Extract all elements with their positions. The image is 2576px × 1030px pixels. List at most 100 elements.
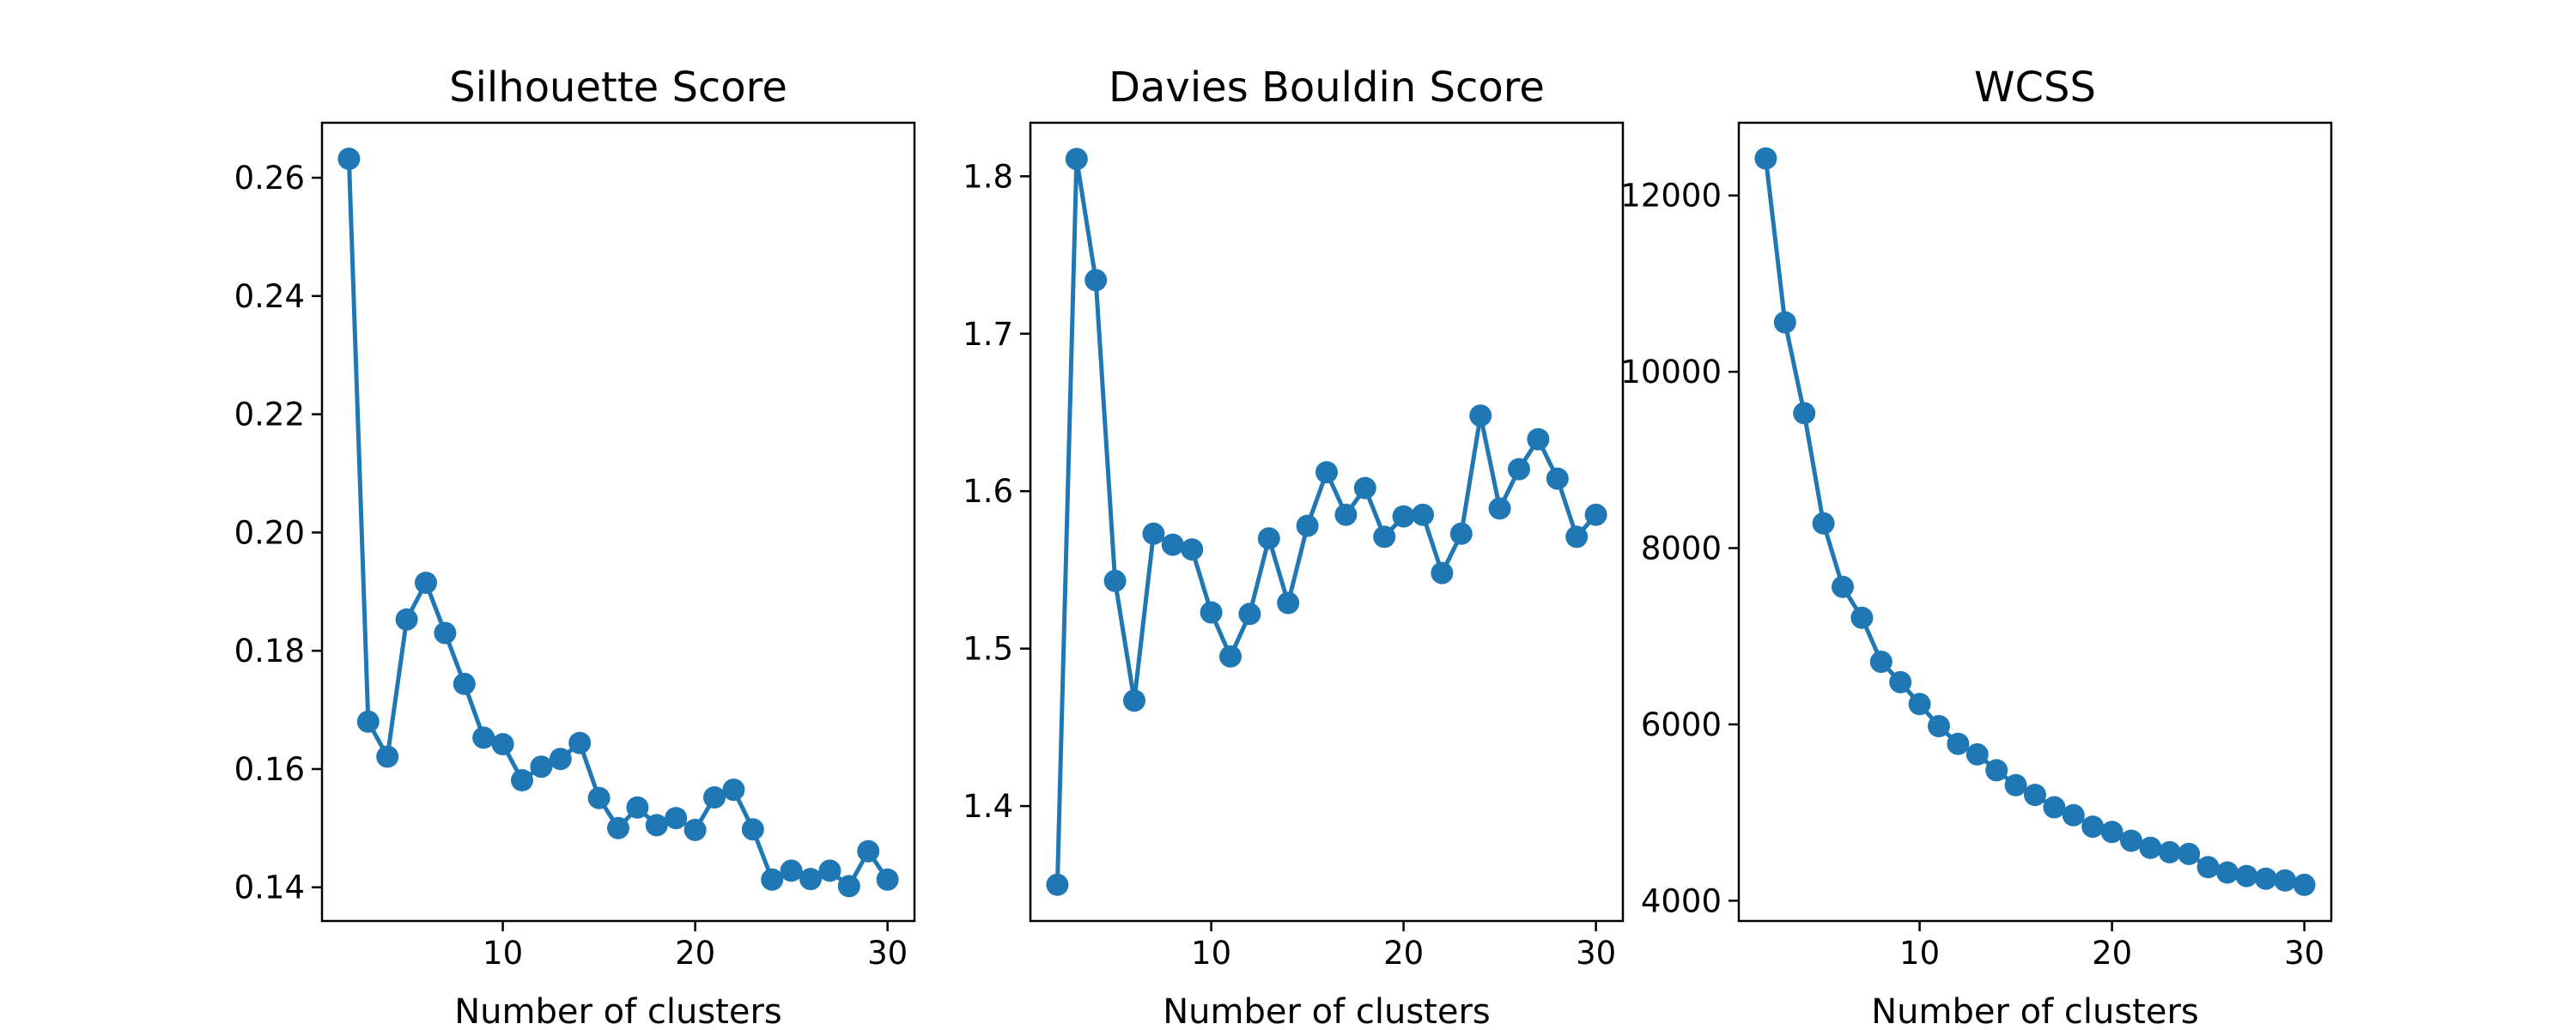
wcss-y-tick-label: 8000	[1641, 530, 1722, 567]
wcss-data-point	[1965, 742, 1989, 766]
davies-bouldin-data-point	[1449, 522, 1473, 545]
wcss-data-point	[2178, 842, 2201, 865]
wcss-data-point	[2004, 773, 2027, 797]
davies-bouldin-y-tick-label: 1.7	[963, 316, 1013, 353]
davies-bouldin-xlabel: Number of clusters	[1163, 992, 1491, 1030]
subplot-silhouette: Silhouette Score Number of clusters 10 20…	[234, 64, 916, 1030]
davies-bouldin-data-point	[1584, 503, 1607, 526]
wcss-x-tick-label: 20	[2092, 935, 2132, 972]
wcss-data-point	[2100, 821, 2123, 844]
wcss-data-point	[2293, 873, 2316, 896]
wcss-data-point	[1985, 759, 2008, 782]
wcss-x-tick-label: 30	[2284, 935, 2324, 972]
davies-bouldin-data-point	[1565, 525, 1589, 548]
silhouette-data-point	[587, 786, 611, 809]
wcss-data-point	[1928, 715, 1950, 737]
wcss-y-tick-label: 12000	[1620, 178, 1722, 215]
silhouette-data-point	[376, 745, 399, 768]
wcss-data-point	[1812, 512, 1835, 535]
wcss-y-tick-label: 6000	[1641, 706, 1722, 743]
silhouette-data-point	[703, 786, 726, 809]
davies-bouldin-data-point	[1353, 476, 1376, 500]
silhouette-axes-frame	[320, 121, 916, 923]
davies-bouldin-data-point	[1296, 514, 1319, 537]
davies-bouldin-data-point	[1527, 427, 1550, 451]
wcss-xlabel: Number of clusters	[1871, 992, 2199, 1030]
silhouette-data-point	[626, 796, 649, 819]
wcss-data-point	[1908, 693, 1931, 716]
wcss-data-point	[1832, 575, 1854, 598]
silhouette-data-point	[472, 726, 495, 749]
wcss-data-point	[2043, 796, 2066, 819]
davies-bouldin-data-point	[1373, 525, 1396, 548]
silhouette-data-point	[434, 621, 457, 645]
silhouette-data-point	[415, 572, 437, 594]
silhouette-data-point	[530, 755, 553, 779]
davies-bouldin-x-tick-label: 10	[1191, 935, 1231, 972]
wcss-data-point	[1850, 606, 1874, 629]
silhouette-y-tick-label: 0.14	[234, 869, 305, 906]
silhouette-data-point	[453, 672, 476, 695]
silhouette-data-point	[395, 608, 418, 631]
davies-bouldin-y-tick-label: 1.6	[963, 473, 1013, 510]
davies-bouldin-x-tick-label: 30	[1576, 935, 1616, 972]
silhouette-data-point	[568, 731, 592, 754]
silhouette-data-point	[780, 859, 803, 882]
silhouette-y-tick-label: 0.26	[234, 160, 305, 197]
davies-bouldin-data-point	[1123, 689, 1145, 712]
silhouette-x-tick-label: 30	[867, 935, 908, 972]
silhouette-data-point	[491, 733, 514, 755]
wcss-data-point	[2216, 861, 2239, 884]
davies-bouldin-data-point	[1181, 538, 1204, 561]
silhouette-y-tick-label: 0.18	[234, 633, 305, 670]
davies-bouldin-data-point	[1546, 467, 1569, 490]
silhouette-y-tick-label: 0.24	[234, 278, 305, 315]
davies-bouldin-y-tick-label: 1.4	[963, 788, 1013, 825]
davies-bouldin-data-point	[1277, 591, 1300, 615]
silhouette-data-point	[683, 818, 707, 841]
davies-bouldin-data-point	[1469, 404, 1492, 427]
silhouette-data-point	[607, 816, 629, 839]
davies-bouldin-data-point	[1103, 569, 1127, 592]
silhouette-data-point	[818, 859, 841, 882]
wcss-x-tick-label: 10	[1899, 935, 1940, 972]
silhouette-data-point	[356, 710, 380, 733]
davies-bouldin-data-point	[1065, 148, 1088, 171]
davies-bouldin-data-point	[1488, 497, 1511, 520]
wcss-data-point	[2274, 869, 2297, 892]
wcss-y-tick-label: 4000	[1641, 882, 1722, 919]
silhouette-x-tick-label: 10	[483, 935, 523, 972]
davies-bouldin-x-tick-label: 20	[1383, 935, 1424, 972]
silhouette-x-tick-label: 20	[675, 935, 715, 972]
wcss-data-point	[2196, 856, 2220, 879]
silhouette-data-point	[857, 839, 880, 863]
silhouette-data-point	[741, 818, 764, 841]
davies-bouldin-data-point	[1219, 645, 1242, 668]
silhouette-data-point	[837, 875, 860, 898]
wcss-y-tick-label: 10000	[1620, 354, 1722, 391]
silhouette-data-point	[645, 814, 668, 837]
davies-bouldin-data-point	[1334, 503, 1358, 526]
wcss-data-point	[2235, 864, 2258, 888]
davies-bouldin-data-point	[1412, 503, 1434, 526]
davies-bouldin-title: Davies Bouldin Score	[1109, 64, 1545, 112]
davies-bouldin-y-tick-label: 1.8	[963, 158, 1013, 195]
silhouette-title: Silhouette Score	[449, 64, 787, 112]
davies-bouldin-data-point	[1142, 522, 1165, 545]
wcss-data-point	[1947, 732, 1970, 755]
davies-bouldin-data-point	[1315, 461, 1338, 484]
wcss-axes-frame	[1737, 121, 2333, 923]
wcss-data-point	[1754, 147, 1777, 170]
silhouette-data-point	[511, 769, 533, 791]
davies-bouldin-data-point	[1257, 527, 1280, 550]
silhouette-y-tick-label: 0.22	[234, 397, 305, 433]
silhouette-data-point	[761, 868, 784, 891]
silhouette-data-point	[337, 148, 361, 170]
silhouette-y-tick-label: 0.20	[234, 514, 305, 551]
wcss-data-point	[2062, 803, 2085, 827]
silhouette-data-point	[799, 868, 822, 891]
subplot-davies-bouldin: Davies Bouldin Score Number of clusters …	[963, 64, 1625, 1030]
silhouette-y-tick-label: 0.16	[234, 751, 305, 788]
